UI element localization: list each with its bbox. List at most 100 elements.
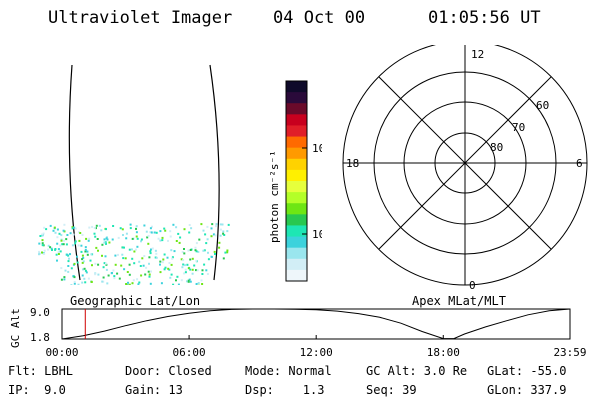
y-axis-label: GC Alt <box>9 308 22 348</box>
aurora-speckle <box>218 241 221 244</box>
aurora-speckle <box>167 239 169 242</box>
aurora-speckle <box>155 252 158 255</box>
aurora-speckle <box>59 250 62 253</box>
aurora-speckle <box>116 272 119 275</box>
aurora-speckle <box>159 263 161 266</box>
aurora-speckle <box>224 251 227 254</box>
aurora-speckle <box>204 233 207 236</box>
aurora-speckle <box>41 242 44 245</box>
aurora-speckle <box>201 273 204 275</box>
aurora-speckle <box>213 250 216 253</box>
aurora-speckle <box>159 239 162 242</box>
aurora-speckle <box>73 280 76 283</box>
aurora-speckle <box>163 253 166 256</box>
x-tick-label-1200: 12:00 <box>300 346 333 359</box>
aurora-speckle <box>54 248 57 251</box>
aurora-speckle <box>182 259 185 262</box>
aurora-speckle <box>189 280 192 283</box>
polar-mlat-mlt-plot: 12 18 6 0 60 70 80 <box>342 45 588 292</box>
aurora-speckle <box>226 249 229 252</box>
mlt-label-6: 6 <box>576 157 583 170</box>
aurora-speckle <box>140 274 143 277</box>
aurora-speckle <box>129 227 132 230</box>
aurora-speckle <box>59 244 62 247</box>
aurora-speckle <box>178 241 181 244</box>
aurora-speckle <box>61 243 64 246</box>
aurora-speckle <box>168 262 171 264</box>
gain-field: Gain: 13 <box>125 383 183 397</box>
altitude-timeline-chart: GC Alt 9.0 1.8 00:00 06:00 12:00 18:00 2… <box>9 306 587 359</box>
aurora-speckle <box>161 236 164 239</box>
aurora-speckle <box>113 275 116 278</box>
colorbar-cell <box>286 214 307 226</box>
aurora-speckle <box>149 231 152 234</box>
aurora-speckle <box>211 223 214 226</box>
aurora-speckle <box>95 246 98 249</box>
aurora-speckle <box>45 228 48 231</box>
geographic-image-panel <box>38 64 230 285</box>
aurora-speckle <box>147 270 150 273</box>
aurora-speckle <box>210 255 213 258</box>
colorbar-cell <box>286 103 307 115</box>
aurora-speckle <box>169 230 172 233</box>
aurora-speckle <box>186 263 189 266</box>
aurora-speckle <box>65 243 68 246</box>
aurora-speckle <box>56 228 59 231</box>
aurora-speckle <box>205 242 208 245</box>
aurora-speckle-field <box>38 223 230 285</box>
aurora-speckle <box>182 263 185 266</box>
aurora-speckle <box>117 253 119 256</box>
aurora-speckle <box>102 266 105 269</box>
aurora-speckle <box>70 284 73 285</box>
aurora-speckle <box>170 273 173 276</box>
aurora-speckle <box>128 273 131 276</box>
colorbar-cell <box>286 136 307 149</box>
aurora-speckle <box>157 237 160 240</box>
polar-diagonal-2 <box>378 76 552 250</box>
colorbar-cell <box>286 247 307 260</box>
aurora-speckle <box>41 251 43 254</box>
aurora-speckle <box>159 230 162 233</box>
aurora-speckle <box>60 278 63 281</box>
aurora-speckle <box>79 232 82 234</box>
colorbar-cell <box>286 147 307 160</box>
aurora-speckle <box>132 279 135 282</box>
aurora-speckle <box>71 227 74 230</box>
aurora-speckle <box>159 260 162 263</box>
aurora-speckle <box>195 283 198 285</box>
aurora-speckle <box>73 276 76 279</box>
aurora-speckle <box>82 260 85 263</box>
aurora-speckle <box>113 277 116 280</box>
aurora-speckle <box>91 264 93 267</box>
aurora-speckle <box>123 246 125 249</box>
aurora-speckle <box>129 223 132 226</box>
aurora-speckle <box>54 231 57 234</box>
aurora-speckle <box>57 251 60 254</box>
aurora-speckle <box>97 249 99 252</box>
colorbar-frame <box>285 80 308 282</box>
colorbar-cell <box>286 203 307 215</box>
aurora-speckle <box>80 250 83 253</box>
aurora-speckle <box>90 253 93 256</box>
gc-altitude-line <box>61 308 570 340</box>
aurora-speckle <box>66 234 69 236</box>
aurora-speckle <box>89 259 92 262</box>
aurora-speckle <box>121 246 124 249</box>
aurora-speckle <box>195 259 198 262</box>
aurora-speckle <box>57 253 60 255</box>
aurora-speckle <box>126 271 129 273</box>
aurora-speckle <box>159 271 162 274</box>
aurora-speckle <box>140 240 142 243</box>
mode-field: Mode: Normal <box>245 364 332 378</box>
aurora-speckle <box>215 223 218 226</box>
aurora-speckle <box>142 264 145 267</box>
aurora-speckle <box>214 253 216 255</box>
aurora-speckle <box>131 237 134 240</box>
aurora-speckle <box>191 268 194 271</box>
aurora-speckle <box>171 256 174 259</box>
aurora-speckle <box>214 234 217 237</box>
aurora-speckle <box>43 249 46 252</box>
glat-field: GLat: -55.0 <box>487 364 567 378</box>
aurora-speckle <box>103 238 106 241</box>
mlt-label-0: 0 <box>469 279 476 292</box>
